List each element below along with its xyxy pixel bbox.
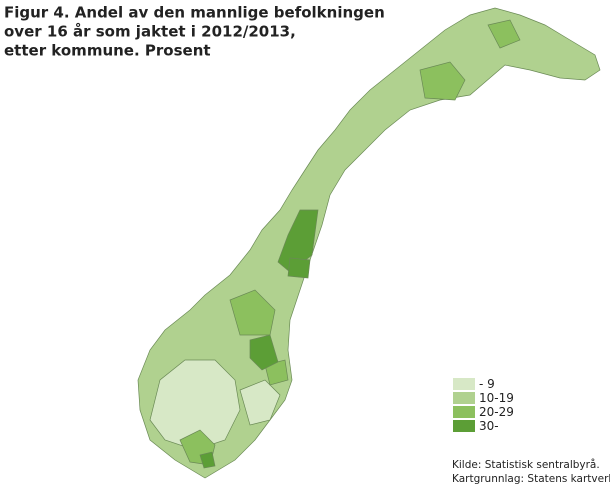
region-mid [419,61,466,101]
legend-label: 20-29 [479,405,514,419]
source: Kilde: Statistisk sentralbyrå. Kartgrunnl… [452,458,610,485]
norway-map [137,7,601,479]
source-line: Kilde: Statistisk sentralbyrå. [452,458,600,471]
title-line: etter kommune. Prosent [4,42,211,60]
region-light [149,359,241,451]
legend-swatch [453,392,475,404]
source-line: Kartgrunnlag: Statens kartverk. [452,473,610,485]
legend-label: 10-19 [479,391,514,405]
region-mid [264,359,289,386]
region-dark [199,451,216,469]
region-dark [249,334,279,371]
region-mid [487,19,521,49]
legend-swatch [453,406,475,418]
region-mid [229,289,276,336]
region-dark [287,257,311,279]
title: Figur 4. Andel av den mannlige befolknin… [4,4,385,60]
legend-label: 30- [479,419,499,433]
legend-swatch [453,420,475,432]
legend-label: - 9 [479,377,495,391]
title-line: Figur 4. Andel av den mannlige befolknin… [4,4,385,22]
region-light [239,379,281,426]
title-line: over 16 år som jaktet i 2012/2013, [4,23,296,41]
legend-swatch [453,378,475,390]
